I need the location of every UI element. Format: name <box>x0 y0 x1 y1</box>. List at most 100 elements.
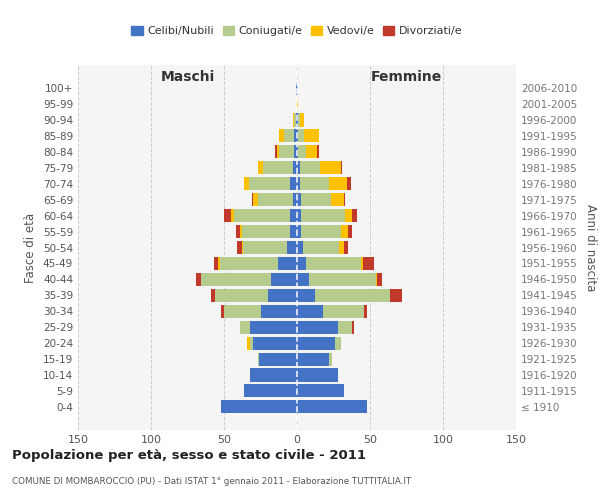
Bar <box>297 130 298 142</box>
Bar <box>242 225 290 238</box>
Bar <box>297 273 308 286</box>
Bar <box>297 146 298 158</box>
Bar <box>344 241 348 254</box>
Bar <box>298 130 304 142</box>
Bar <box>329 352 332 366</box>
Bar <box>224 304 260 318</box>
Bar <box>293 193 297 206</box>
Bar <box>280 146 294 158</box>
Bar <box>376 273 377 286</box>
Y-axis label: Anni di nascita: Anni di nascita <box>584 204 597 291</box>
Bar <box>304 130 319 142</box>
Bar <box>314 289 391 302</box>
Bar <box>260 304 297 318</box>
Bar <box>297 289 314 302</box>
Bar <box>249 177 290 190</box>
Bar <box>214 257 218 270</box>
Bar <box>297 225 301 238</box>
Bar <box>297 114 298 126</box>
Bar <box>236 225 240 238</box>
Bar <box>344 193 345 206</box>
Bar <box>352 209 357 222</box>
Bar <box>297 193 301 206</box>
Bar <box>250 320 297 334</box>
Bar <box>240 320 250 334</box>
Bar <box>242 241 243 254</box>
Bar <box>290 225 297 238</box>
Bar <box>297 98 298 110</box>
Bar <box>287 241 297 254</box>
Bar <box>271 273 297 286</box>
Bar <box>240 225 242 238</box>
Bar <box>297 352 329 366</box>
Bar <box>278 257 297 270</box>
Bar <box>317 146 319 158</box>
Bar <box>244 384 297 398</box>
Bar <box>237 241 242 254</box>
Bar <box>306 146 317 158</box>
Bar <box>297 400 367 413</box>
Bar <box>298 146 306 158</box>
Bar <box>362 257 374 270</box>
Bar <box>221 400 297 413</box>
Bar <box>294 146 297 158</box>
Bar <box>308 273 376 286</box>
Bar <box>297 368 338 382</box>
Bar <box>297 209 301 222</box>
Bar <box>296 82 297 94</box>
Bar <box>263 162 293 174</box>
Bar <box>268 289 297 302</box>
Bar <box>284 130 294 142</box>
Bar <box>280 130 284 142</box>
Bar <box>247 336 250 349</box>
Bar <box>215 289 268 302</box>
Bar <box>303 241 340 254</box>
Bar <box>297 336 335 349</box>
Bar <box>297 320 338 334</box>
Bar <box>298 114 300 126</box>
Bar <box>218 257 220 270</box>
Bar <box>331 193 344 206</box>
Bar <box>306 257 361 270</box>
Bar <box>391 289 402 302</box>
Text: Maschi: Maschi <box>160 70 215 84</box>
Bar <box>297 162 300 174</box>
Bar <box>297 384 344 398</box>
Bar <box>250 336 253 349</box>
Bar <box>301 209 345 222</box>
Bar <box>253 193 257 206</box>
Bar <box>257 193 293 206</box>
Bar <box>323 304 364 318</box>
Bar <box>300 177 329 190</box>
Bar <box>252 193 253 206</box>
Bar <box>296 114 297 126</box>
Bar <box>257 352 259 366</box>
Bar <box>347 177 351 190</box>
Bar <box>253 336 297 349</box>
Bar <box>297 177 300 190</box>
Bar <box>277 146 280 158</box>
Bar <box>221 304 224 318</box>
Bar <box>300 114 304 126</box>
Bar <box>329 177 347 190</box>
Bar <box>243 241 287 254</box>
Bar <box>300 162 320 174</box>
Bar <box>297 241 303 254</box>
Bar <box>361 257 362 270</box>
Bar <box>200 273 271 286</box>
Legend: Celibi/Nubili, Coniugati/e, Vedovi/e, Divorziati/e: Celibi/Nubili, Coniugati/e, Vedovi/e, Di… <box>127 22 467 40</box>
Bar <box>297 304 323 318</box>
Bar <box>320 162 341 174</box>
Bar <box>290 177 297 190</box>
Text: Popolazione per età, sesso e stato civile - 2011: Popolazione per età, sesso e stato civil… <box>12 450 366 462</box>
Bar <box>348 225 352 238</box>
Bar <box>196 273 200 286</box>
Bar <box>301 193 331 206</box>
Bar <box>250 368 297 382</box>
Bar <box>377 273 382 286</box>
Bar <box>338 320 352 334</box>
Bar <box>352 320 354 334</box>
Bar <box>340 241 344 254</box>
Text: Femmine: Femmine <box>371 70 442 84</box>
Bar <box>220 257 278 270</box>
